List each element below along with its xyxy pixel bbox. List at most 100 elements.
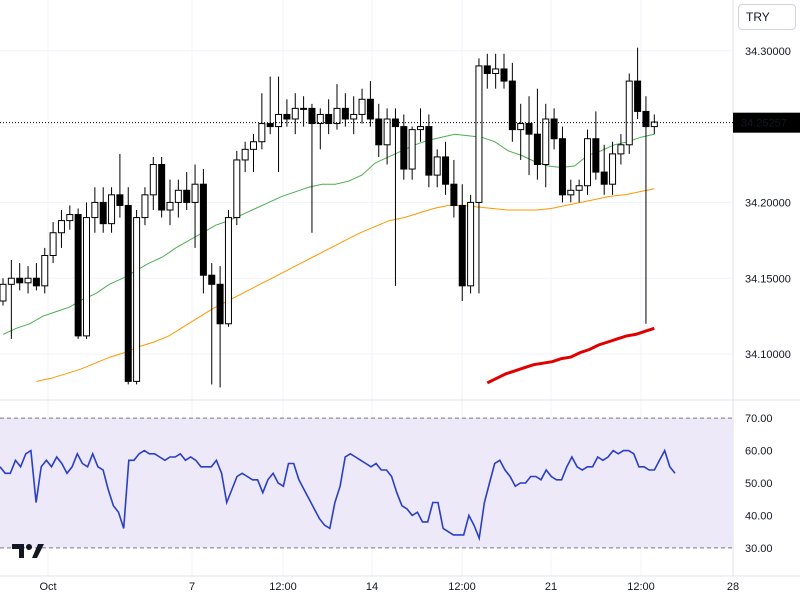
candle-body-down <box>642 110 650 128</box>
price-tick-label: 34.15000 <box>745 273 791 285</box>
candle <box>124 187 132 385</box>
candle-body-up <box>57 220 65 234</box>
candle-body-down <box>508 80 516 131</box>
candle <box>517 103 525 160</box>
candle <box>41 247 49 294</box>
candle-body-up <box>492 68 500 74</box>
rsi-tick-label: 60.00 <box>745 446 773 458</box>
candle-body-up <box>250 141 257 150</box>
candle <box>250 134 257 173</box>
candle <box>450 159 458 218</box>
candle-body-up <box>467 201 475 287</box>
candle <box>625 73 633 154</box>
candle <box>208 263 216 385</box>
candle <box>266 76 274 135</box>
candle <box>575 179 583 203</box>
moving-averages <box>2 133 655 385</box>
candle <box>542 103 550 188</box>
time-tick-label: 14 <box>366 581 378 593</box>
candle-body-down <box>116 194 124 206</box>
candle-body-up <box>66 214 74 222</box>
candle-body-down <box>533 133 541 166</box>
candles <box>0 47 658 388</box>
candle <box>308 103 316 233</box>
candle <box>283 99 291 127</box>
candle-body-up <box>567 189 575 196</box>
candle-body-up <box>91 201 99 219</box>
rsi-band <box>0 418 733 548</box>
candle-body-up <box>133 217 141 382</box>
candle-body-down <box>283 113 291 120</box>
candle <box>275 76 283 173</box>
candle <box>149 156 157 210</box>
candle-body-down <box>391 118 399 128</box>
candle-body-up <box>166 201 174 211</box>
candle <box>74 208 82 339</box>
candle-body-down <box>592 138 600 173</box>
candle-body-down <box>216 283 224 325</box>
time-tick-label: 21 <box>545 581 557 593</box>
candle <box>483 53 491 89</box>
ma-slow-line <box>486 326 655 385</box>
candle <box>32 263 40 291</box>
time-axis: Oct 7 12:00 14 12:00 21 12:00 28 <box>39 581 739 593</box>
rsi-tick-label: 70.00 <box>745 413 773 425</box>
candle <box>391 108 399 286</box>
time-tick-label: 7 <box>189 581 195 593</box>
candle-body-up <box>433 156 441 176</box>
rsi-axis: 30.00 40.00 50.00 60.00 70.00 <box>745 413 773 555</box>
currency-selector[interactable]: TRY <box>738 4 796 30</box>
candle <box>258 93 266 150</box>
candle-body-down <box>99 201 107 225</box>
candle-body-up <box>141 194 149 219</box>
candle <box>233 150 241 226</box>
time-tick-label: 12:00 <box>627 581 655 593</box>
candle-body-up <box>0 283 7 302</box>
candle-body-down <box>450 183 458 206</box>
candle-body-down <box>558 138 566 196</box>
candle-body-up <box>350 113 358 120</box>
candle <box>191 164 199 248</box>
currency-label: TRY <box>746 10 770 24</box>
candle-body-up <box>650 121 658 128</box>
candle <box>584 129 591 195</box>
time-tick-label: 12:00 <box>448 581 476 593</box>
candle <box>366 81 374 127</box>
candle-body-down <box>425 126 433 176</box>
candle-body-up <box>24 277 32 284</box>
candle-body-down <box>16 277 24 284</box>
candle <box>49 222 57 264</box>
candle <box>183 172 191 210</box>
candle <box>558 126 566 203</box>
candle-body-down <box>442 156 450 185</box>
candle-body-up <box>275 113 283 128</box>
candle <box>199 169 207 294</box>
price-tick-label: 34.20000 <box>745 197 791 209</box>
candle <box>0 278 7 306</box>
candle-body-up <box>475 65 483 203</box>
candle <box>383 108 391 165</box>
candle <box>467 194 475 294</box>
candle-body-up <box>575 185 583 191</box>
candle-body-up <box>7 277 15 285</box>
candle <box>533 88 541 180</box>
candle-body-up <box>333 107 341 125</box>
candle <box>650 114 658 135</box>
candle-body-up <box>49 232 57 256</box>
candle <box>241 141 249 173</box>
candle-body-up <box>617 144 625 155</box>
candle <box>57 210 65 248</box>
candle-body-up <box>300 107 308 110</box>
candle-body-down <box>500 68 508 82</box>
candle <box>408 126 416 180</box>
candle-body-down <box>458 204 466 287</box>
candle-body-up <box>408 129 416 170</box>
time-tick-label: Oct <box>39 581 56 593</box>
candle <box>508 62 516 142</box>
candle <box>350 96 358 135</box>
candle-body-down <box>483 65 491 74</box>
candle <box>400 114 408 180</box>
candle-body-up <box>149 164 157 196</box>
candle-body-down <box>550 118 558 140</box>
